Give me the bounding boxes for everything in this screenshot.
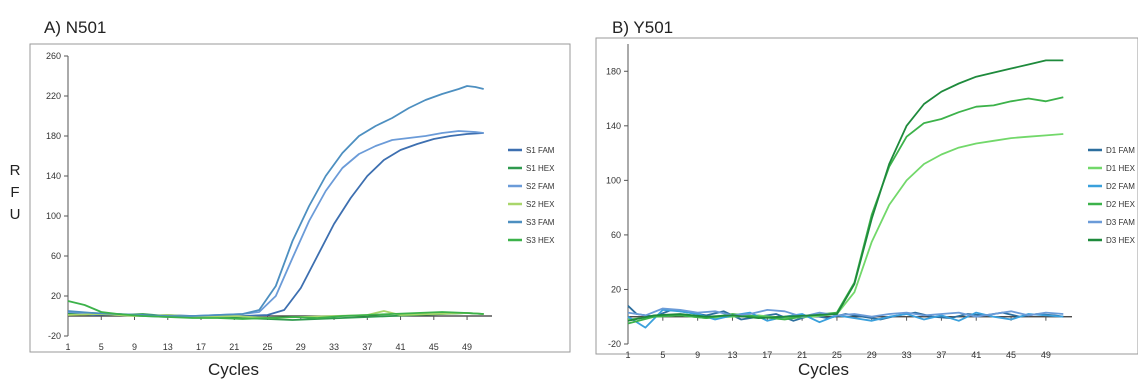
panel-b-x-tick-label: 21: [797, 350, 807, 360]
panel-a-y-tick-label: 20: [51, 291, 61, 301]
panel-a-x-tick-label: 33: [329, 342, 339, 352]
panel-a-frame: [29, 43, 571, 353]
panel-a-x-tick-label: 21: [229, 342, 239, 352]
panel-b-y-tick-label: 60: [611, 230, 621, 240]
panel-a-x-tick-label: 29: [296, 342, 306, 352]
panel-a-y-tick-label: 180: [46, 131, 61, 141]
panel-a-y-tick-label: 100: [46, 211, 61, 221]
rfu-letter-r: R: [9, 162, 21, 179]
panel-b-y-tick-label: 140: [606, 121, 621, 131]
panel-b-x-tick-label: 33: [902, 350, 912, 360]
panel-b-frame: [595, 37, 1138, 355]
panel-a-x-tick-label: 25: [263, 342, 273, 352]
panel-b-legend-label: D2 HEX: [1106, 200, 1136, 209]
panel-a-y-tick-label: -20: [48, 331, 61, 341]
panel-a-legend-label: S1 FAM: [526, 146, 555, 155]
panel-a-x-tick-label: 13: [163, 342, 173, 352]
panel-a-x-tick-label: 1: [65, 342, 70, 352]
panel-a-x-tick-label: 37: [362, 342, 372, 352]
panel-b-legend-label: D3 HEX: [1106, 236, 1136, 245]
panel-a-x-axis-label: Cycles: [208, 360, 260, 379]
panel-a-y-tick-label: 220: [46, 91, 61, 101]
panel-b-y-tick-label: -20: [608, 339, 621, 349]
panel-a-legend-label: S2 FAM: [526, 182, 555, 191]
panel-a-x-tick-label: 45: [429, 342, 439, 352]
panel-a-x-tick-label: 41: [396, 342, 406, 352]
panel-b-series-line-d2-fam: [627, 308, 1064, 329]
panel-b-x-tick-label: 29: [867, 350, 877, 360]
panel-a-legend-label: S3 HEX: [526, 236, 555, 245]
panel-a-plot: -20 20 60 100 140 180 220 260 1 5 9 13 17 21 25 29 33 37 4…: [46, 51, 555, 352]
panel-b-x-tick-label: 37: [936, 350, 946, 360]
panel-b-legend-label: D2 FAM: [1106, 182, 1135, 191]
rfu-letter-u: U: [9, 206, 21, 223]
panel-b-x-tick-label: 45: [1006, 350, 1016, 360]
panel-b-x-tick-label: 5: [660, 350, 665, 360]
panel-b-y-tick-label: 180: [606, 66, 621, 76]
panel-a-y-tick-label: 60: [51, 251, 61, 261]
panel-a-x-tick-label: 5: [99, 342, 104, 352]
panel-b-y-tick-label: 20: [611, 284, 621, 294]
panel-b-x-tick-label: 25: [832, 350, 842, 360]
rfu-letter-f: F: [10, 184, 20, 201]
panel-b-y-tick-label: 100: [606, 175, 621, 185]
panel-a-series-line-s3-hex: [67, 300, 484, 320]
panel-a-title: A) N501: [44, 18, 107, 37]
panel-b-x-tick-label: 49: [1041, 350, 1051, 360]
panel-a-y-tick-label: 260: [46, 51, 61, 61]
panel-b-title: B) Y501: [612, 18, 674, 37]
panel-b-series-line-d3-fam: [627, 307, 1064, 318]
panel-b-x-tick-label: 17: [762, 350, 772, 360]
panel-b-legend-label: D3 FAM: [1106, 218, 1135, 227]
panel-a-x-tick-label: 17: [196, 342, 206, 352]
panel-b-series-line-d3-hex: [627, 59, 1064, 322]
panel-b-x-tick-label: 41: [971, 350, 981, 360]
panel-b-series-line-d1-hex: [627, 133, 1064, 321]
panel-a-y-tick-label: 140: [46, 171, 61, 181]
panel-b-legend-label: D1 FAM: [1106, 146, 1135, 155]
panel-a-legend-label: S3 FAM: [526, 218, 555, 227]
y-axis-label: R F U: [8, 160, 22, 226]
panel-a-x-tick-label: 49: [462, 342, 472, 352]
panel-b-legend-label: D1 HEX: [1106, 164, 1136, 173]
panel-a-series-line-s3-fam: [67, 85, 484, 317]
panel-b-plot: -20 20 60 100 140 180 1 5 9 13 17 21 25 29 33 37 41 45 49 D…: [606, 44, 1136, 360]
panel-b-x-axis-label: Cycles: [798, 360, 850, 379]
panel-a-legend-label: S2 HEX: [526, 200, 555, 209]
panel-a-legend-label: S1 HEX: [526, 164, 555, 173]
panel-b-x-tick-label: 13: [727, 350, 737, 360]
panel-a-x-tick-label: 9: [132, 342, 137, 352]
panel-b-x-tick-label: 9: [695, 350, 700, 360]
panel-b-x-tick-label: 1: [625, 350, 630, 360]
